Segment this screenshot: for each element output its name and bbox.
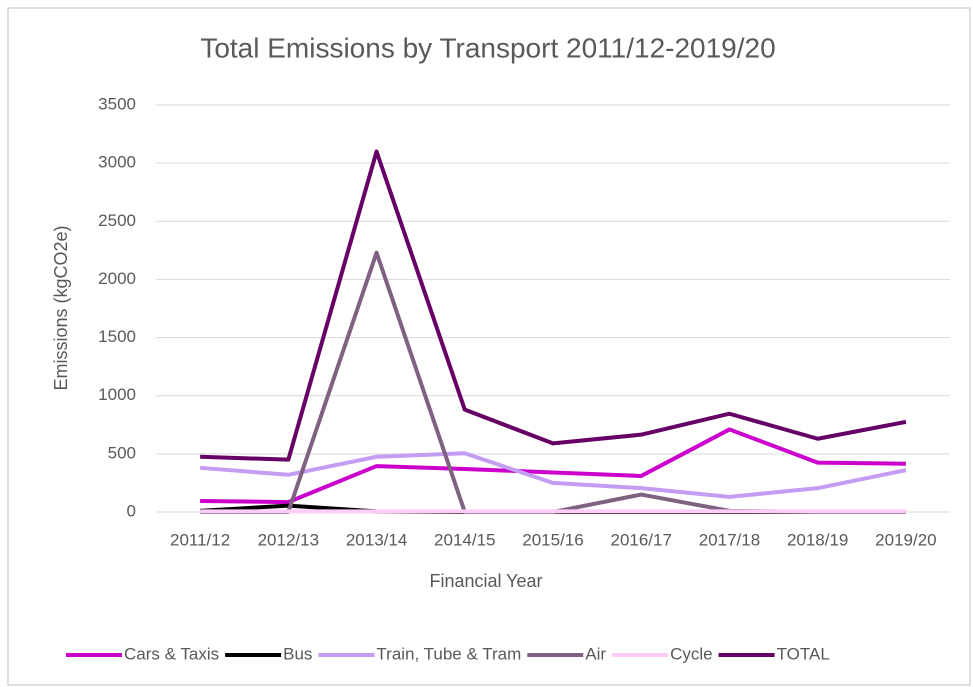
x-tick-label: 2012/13 bbox=[258, 530, 319, 549]
chart-border bbox=[7, 7, 971, 686]
y-tick-label: 2500 bbox=[98, 211, 136, 230]
legend-label: Bus bbox=[283, 644, 312, 663]
x-tick-label: 2011/12 bbox=[170, 530, 230, 549]
x-tick-label: 2018/19 bbox=[787, 530, 848, 549]
x-tick-label: 2016/17 bbox=[610, 530, 671, 549]
y-tick-label: 500 bbox=[108, 443, 136, 462]
y-tick-label: 1500 bbox=[98, 327, 136, 346]
legend-label: TOTAL bbox=[777, 644, 830, 663]
legend-label: Cars & Taxis bbox=[124, 644, 219, 663]
legend-label: Cycle bbox=[670, 644, 713, 663]
legend-label: Train, Tube & Tram bbox=[376, 644, 521, 663]
series-line bbox=[199, 451, 907, 499]
y-axis-label: Emissions (kgCO2e) bbox=[51, 225, 71, 390]
legend-label: Air bbox=[585, 644, 606, 663]
y-tick-label: 3000 bbox=[98, 153, 136, 172]
y-tick-label: 1000 bbox=[98, 385, 136, 404]
x-tick-label: 2019/20 bbox=[875, 530, 936, 549]
x-tick-label: 2013/14 bbox=[346, 530, 407, 549]
series-line bbox=[200, 427, 906, 505]
y-tick-label: 3500 bbox=[98, 94, 136, 113]
x-tick-label: 2015/16 bbox=[522, 530, 583, 549]
x-axis-label: Financial Year bbox=[429, 571, 542, 591]
y-tick-label: 2000 bbox=[98, 269, 136, 288]
y-tick-label: 0 bbox=[127, 501, 136, 520]
x-tick-label: 2014/15 bbox=[434, 530, 495, 549]
series-line bbox=[200, 149, 907, 462]
x-tick-label: 2017/18 bbox=[699, 530, 760, 549]
chart-title: Total Emissions by Transport 2011/12-201… bbox=[200, 32, 775, 63]
